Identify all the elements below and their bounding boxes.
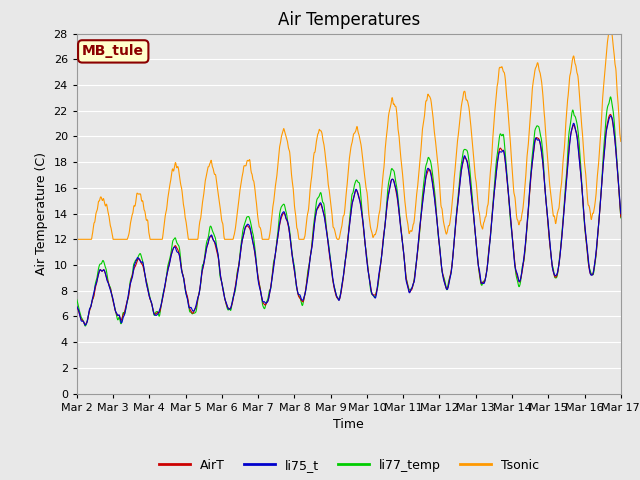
Y-axis label: Air Temperature (C): Air Temperature (C)	[35, 152, 48, 275]
Text: MB_tule: MB_tule	[82, 44, 144, 59]
Legend: AirT, li75_t, li77_temp, Tsonic: AirT, li75_t, li77_temp, Tsonic	[154, 454, 544, 477]
Title: Air Temperatures: Air Temperatures	[278, 11, 420, 29]
X-axis label: Time: Time	[333, 418, 364, 431]
